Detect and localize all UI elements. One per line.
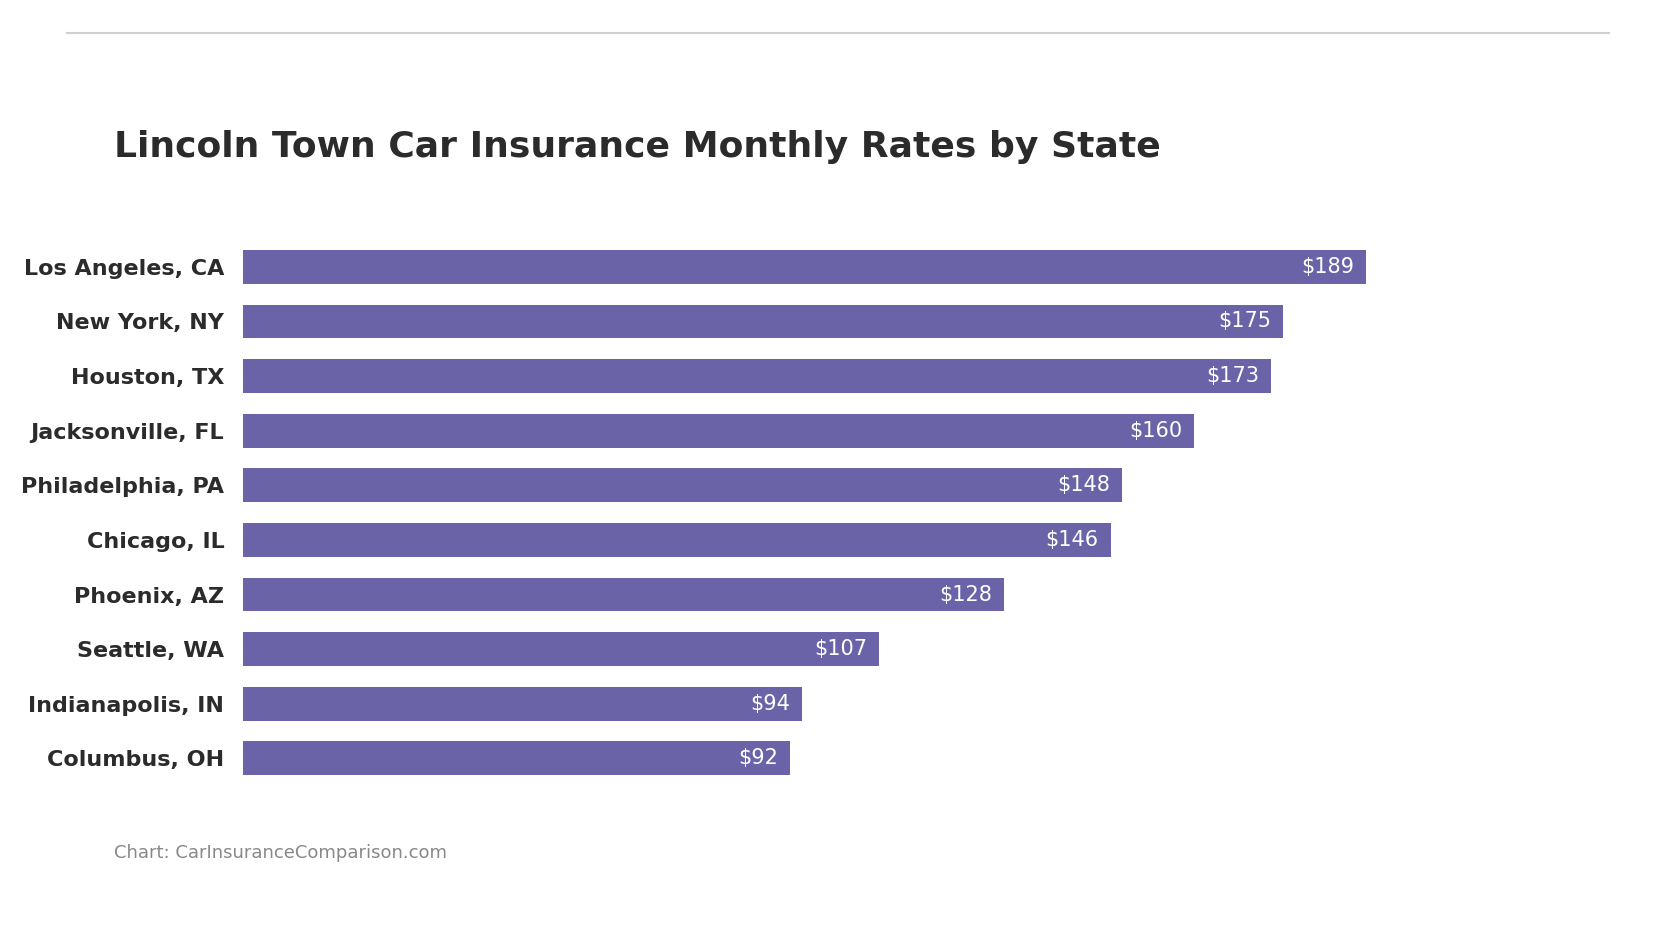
Bar bbox=[243, 359, 1270, 393]
Bar bbox=[243, 469, 1123, 502]
Text: $160: $160 bbox=[1128, 420, 1182, 441]
Text: $148: $148 bbox=[1058, 475, 1111, 495]
Text: $146: $146 bbox=[1046, 530, 1099, 550]
Text: Chart: CarInsuranceComparison.com: Chart: CarInsuranceComparison.com bbox=[114, 844, 447, 862]
Text: Lincoln Town Car Insurance Monthly Rates by State: Lincoln Town Car Insurance Monthly Rates… bbox=[114, 130, 1161, 164]
Bar bbox=[243, 250, 1366, 284]
Text: $189: $189 bbox=[1301, 257, 1354, 277]
Bar bbox=[243, 578, 1004, 611]
Bar bbox=[243, 687, 801, 720]
Bar bbox=[243, 632, 878, 666]
Text: $107: $107 bbox=[815, 639, 866, 659]
Text: $175: $175 bbox=[1218, 311, 1270, 332]
Bar bbox=[243, 414, 1193, 447]
Text: $128: $128 bbox=[939, 584, 992, 605]
Text: $173: $173 bbox=[1207, 366, 1259, 386]
Text: $92: $92 bbox=[737, 748, 778, 768]
Bar bbox=[243, 523, 1111, 556]
Bar bbox=[243, 305, 1282, 338]
Text: $94: $94 bbox=[749, 693, 789, 714]
Bar bbox=[243, 741, 789, 775]
